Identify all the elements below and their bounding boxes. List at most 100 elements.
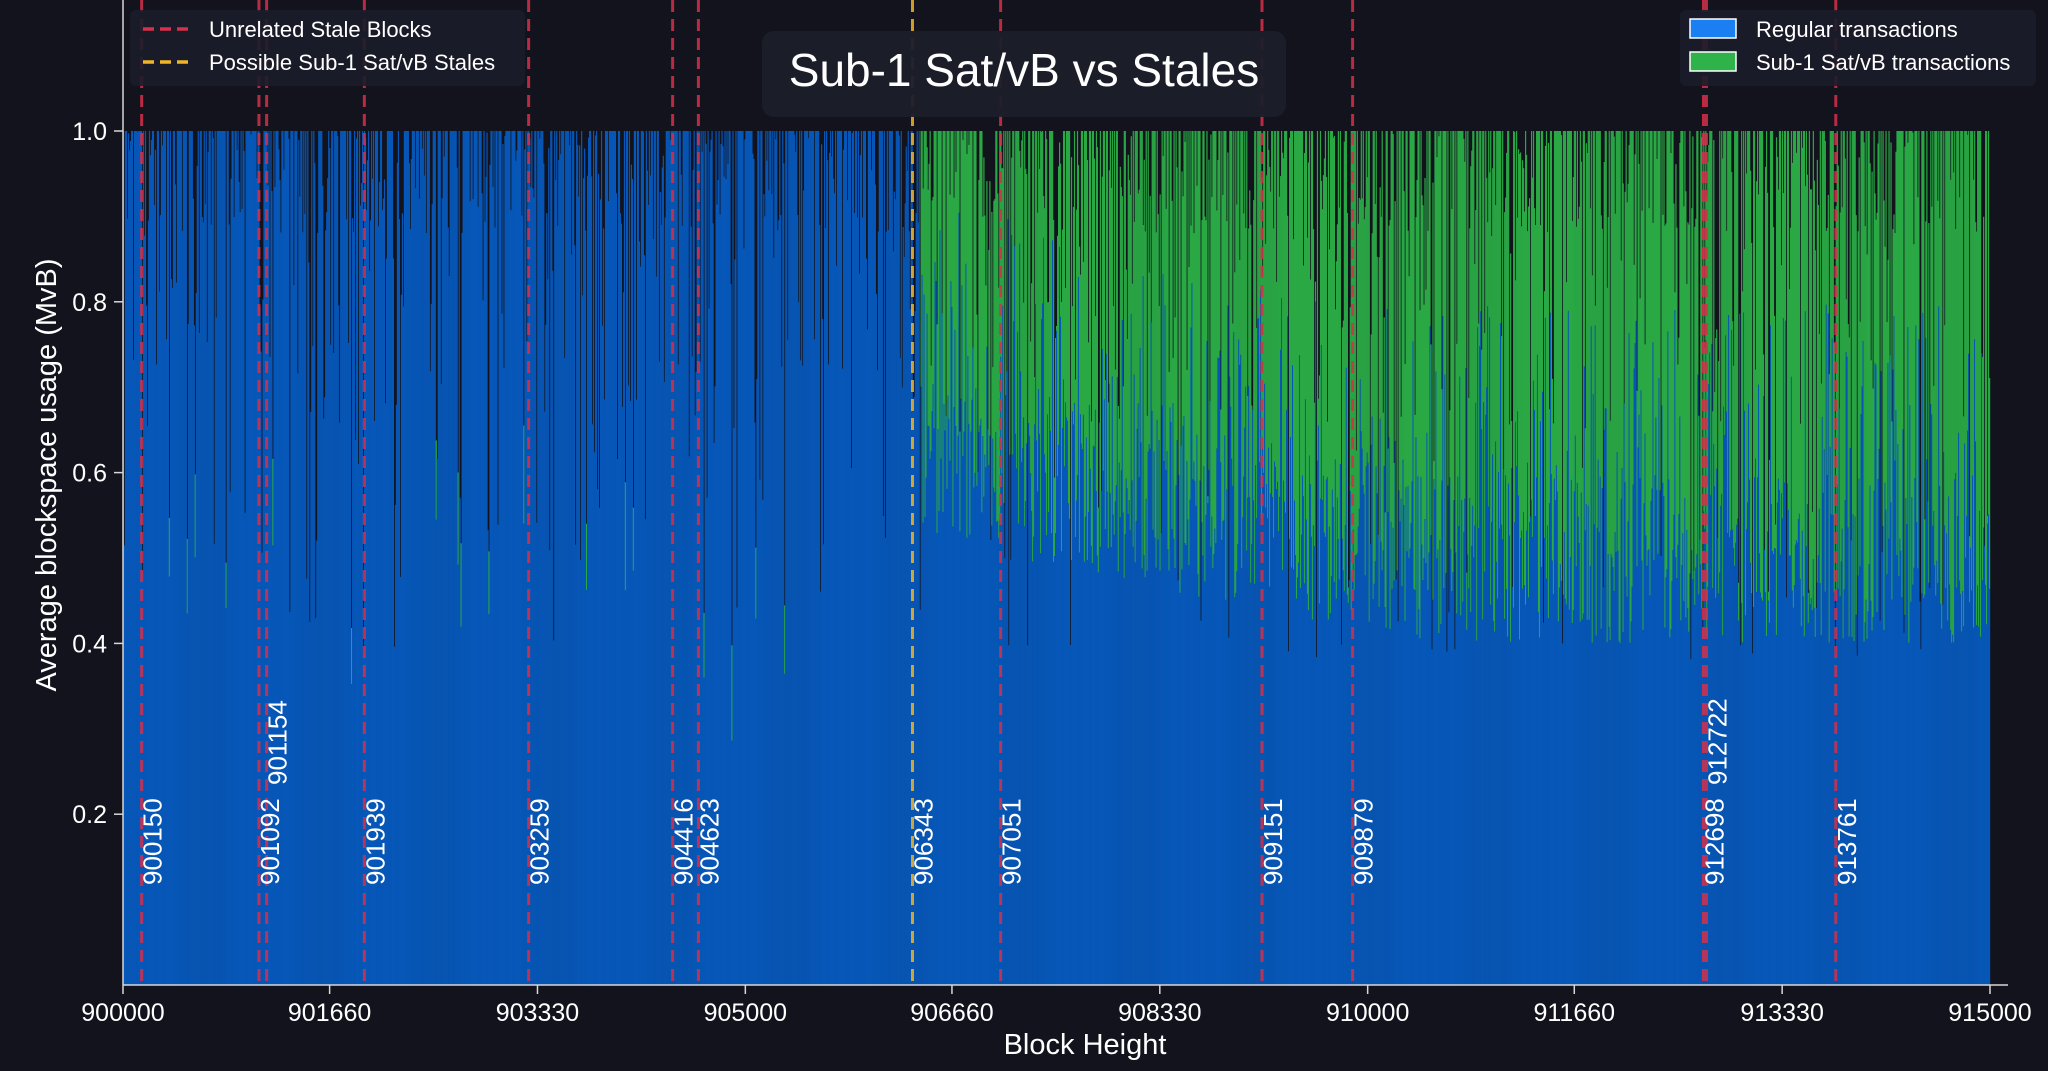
regular-bar (351, 683, 353, 985)
sub1-bar (1988, 131, 1990, 515)
regular-bar (1309, 484, 1312, 985)
sub1-bar (1172, 357, 1174, 404)
regular-bar (541, 131, 543, 985)
regular-bar (472, 199, 474, 985)
sub1-bar (1379, 187, 1381, 419)
x-tick-label: 903330 (496, 999, 579, 1027)
regular-bar (393, 646, 396, 985)
regular-bar (1607, 554, 1609, 985)
sub1-bar (1744, 249, 1746, 411)
regular-bar (1876, 612, 1878, 985)
regular-bar (1295, 598, 1298, 985)
regular-bar (1354, 555, 1356, 985)
sub1-bar (1727, 131, 1729, 534)
regular-bar (1781, 518, 1784, 985)
regular-bar (1132, 546, 1134, 985)
regular-bar (491, 131, 493, 985)
sub1-bar (1102, 131, 1104, 471)
sub1-bar (1941, 131, 1943, 629)
sub1-bar (1190, 225, 1192, 328)
sub1-bar (1003, 131, 1005, 503)
regular-bar (1859, 566, 1861, 985)
regular-bar (1142, 276, 1144, 985)
regular-bar (1027, 645, 1029, 985)
sub1-bar (1912, 132, 1914, 585)
regular-bar (515, 160, 517, 985)
regular-bar (1932, 525, 1934, 985)
regular-bar (1795, 540, 1798, 985)
sub1-bar (1302, 265, 1305, 497)
regular-bar (235, 131, 237, 985)
regular-bar (1549, 312, 1552, 985)
sub1-bar (1574, 131, 1576, 436)
regular-bar (223, 131, 225, 985)
regular-bar (316, 540, 318, 985)
sub1-bar (1310, 131, 1313, 537)
regular-bar (1598, 532, 1600, 985)
regular-bar (1487, 306, 1489, 985)
regular-bar (423, 175, 425, 985)
sub1-bar (1625, 131, 1627, 577)
regular-bar (126, 218, 129, 986)
regular-bar (841, 368, 844, 985)
regular-bar (1762, 396, 1765, 985)
sub1-bar (1057, 166, 1060, 445)
sub1-bar (1125, 269, 1127, 479)
regular-bar (877, 231, 879, 985)
sub1-bar (1107, 402, 1109, 549)
regular-bar (209, 131, 211, 985)
sub1-bar (1688, 224, 1690, 632)
regular-bar (1926, 459, 1928, 985)
sub1-bar (186, 538, 188, 614)
regular-bar (1988, 514, 1990, 985)
sub1-bar (1525, 154, 1528, 531)
sub1-bar (1211, 196, 1213, 517)
regular-bar (1569, 557, 1571, 985)
regular-bar (1182, 425, 1184, 986)
sub1-bar (1603, 161, 1605, 430)
regular-bar (1468, 588, 1470, 985)
regular-bar (1782, 317, 1785, 985)
regular-bar (1667, 331, 1669, 985)
regular-bar (1556, 491, 1559, 985)
sub1-bar (1068, 131, 1071, 519)
regular-bar (303, 131, 305, 985)
regular-bar (1426, 432, 1428, 986)
sub1-bar (1546, 232, 1549, 526)
sub1-bar (925, 131, 927, 478)
regular-bar (1225, 599, 1227, 985)
regular-bar (859, 155, 862, 985)
sub1-bar (1593, 131, 1595, 525)
sub1-bar (1382, 412, 1384, 551)
sub1-bar (950, 131, 952, 282)
regular-bar (492, 187, 494, 986)
sub1-bar (1182, 196, 1184, 426)
sub1-bar (1510, 253, 1512, 642)
sub1-bar (1643, 131, 1645, 504)
sub1-bar (1313, 402, 1316, 547)
regular-bar (996, 521, 998, 985)
regular-bar (127, 133, 130, 986)
regular-bar (467, 131, 469, 985)
regular-bar (692, 169, 694, 986)
regular-bar (948, 419, 950, 986)
regular-bar (998, 537, 1000, 985)
regular-bar (289, 612, 291, 985)
regular-bar (1172, 403, 1174, 985)
regular-bar (1534, 516, 1537, 985)
sub1-bar (1455, 131, 1457, 553)
regular-bar (1637, 447, 1639, 986)
sub1-bar (1183, 131, 1185, 417)
regular-bar (198, 332, 200, 985)
regular-bar (856, 217, 859, 985)
regular-bar (522, 131, 524, 985)
sub1-bar (1151, 131, 1153, 411)
regular-bar (1894, 460, 1896, 986)
regular-bar (778, 220, 780, 985)
sub1-bar (1194, 131, 1196, 481)
regular-bar (1927, 501, 1929, 985)
regular-bar (1937, 583, 1939, 985)
sub1-bar (1599, 131, 1601, 477)
regular-bar (1777, 478, 1780, 985)
regular-bar (1162, 274, 1164, 986)
